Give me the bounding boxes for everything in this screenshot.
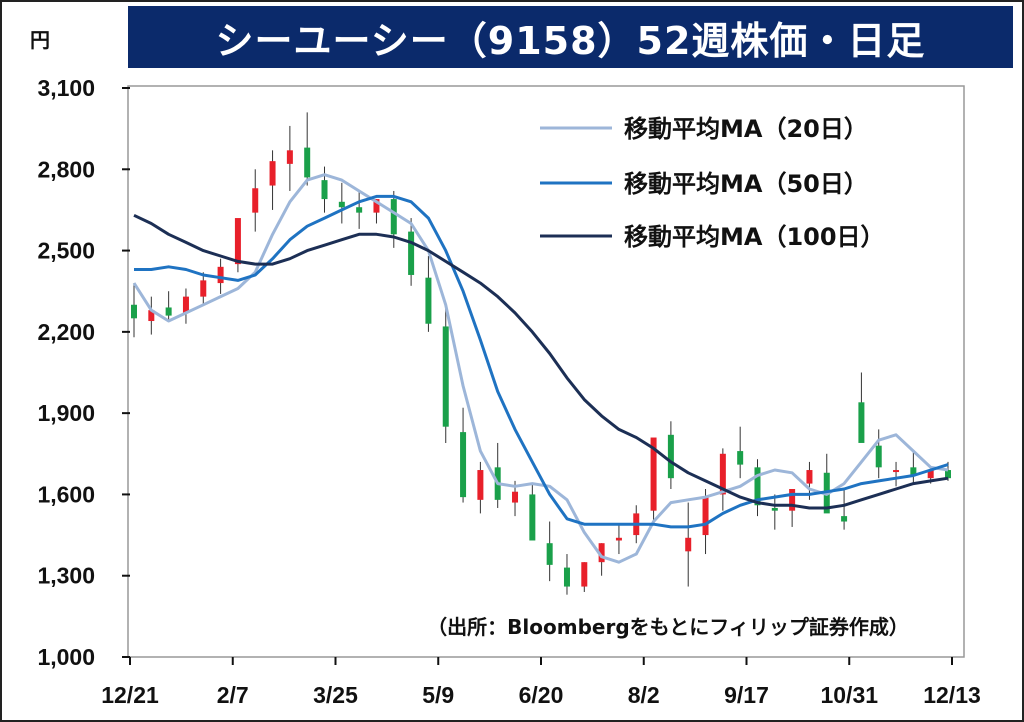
candle-body <box>200 280 207 297</box>
candle-body <box>546 543 553 565</box>
x-tick-label: 6/20 <box>519 682 564 708</box>
y-tick-label: 1,000 <box>37 644 95 670</box>
candle-body <box>390 199 397 235</box>
ma50-line <box>134 194 949 529</box>
x-tick-label: 8/2 <box>628 682 660 708</box>
candle-body <box>217 266 224 284</box>
y-tick-label: 2,200 <box>37 319 95 345</box>
candle-body <box>234 218 241 265</box>
y-tick-label: 1,600 <box>37 481 95 507</box>
candle-body <box>858 402 865 443</box>
legend-label: 移動平均MA（20日） <box>624 115 868 143</box>
candle-body <box>875 445 882 468</box>
candle-body <box>373 199 380 213</box>
candle-body <box>910 467 917 476</box>
ma100-line <box>133 213 949 510</box>
candle-body <box>425 277 432 324</box>
x-tick-label: 12/21 <box>101 682 159 708</box>
candle-body <box>771 507 778 511</box>
candle-body <box>269 161 276 186</box>
candle-body <box>477 470 484 500</box>
candle-body <box>702 497 709 536</box>
plot-area <box>127 85 965 658</box>
candle-body <box>667 434 674 479</box>
candle-body <box>806 470 813 484</box>
y-axis-unit: 円 <box>30 28 50 52</box>
candle-body <box>945 470 951 479</box>
candle-body <box>841 516 848 522</box>
candle-body <box>650 437 657 511</box>
candle-body <box>460 432 467 498</box>
candle-body <box>737 451 744 465</box>
candle-body <box>148 310 155 322</box>
candle-body <box>754 467 761 506</box>
y-tick-label: 2,500 <box>37 238 95 264</box>
candle-body <box>512 491 519 503</box>
candle-body <box>719 453 726 495</box>
y-tick-label: 2,800 <box>37 156 95 182</box>
candle-body <box>529 494 536 541</box>
chart-title: シーユーシー（9158）52週株価・日足 <box>128 6 1013 68</box>
ma20-line <box>132 173 949 564</box>
candle-body <box>563 567 570 587</box>
candle-body <box>581 562 588 587</box>
x-tick-label: 9/17 <box>724 682 769 708</box>
y-tick-label: 1,900 <box>37 400 95 426</box>
candle-body <box>182 296 189 313</box>
legend-label: 移動平均MA（50日） <box>624 170 868 198</box>
candle-body <box>131 304 137 319</box>
candle-body <box>789 489 796 511</box>
x-tick-label: 5/9 <box>422 682 454 708</box>
candle-body <box>927 470 934 479</box>
y-tick-label: 1,300 <box>37 563 95 589</box>
candle-body <box>338 201 345 208</box>
candle-body <box>356 207 363 213</box>
x-tick-label: 3/25 <box>313 682 358 708</box>
candle-body <box>408 231 415 275</box>
x-tick-label: 12/13 <box>923 682 981 708</box>
candle-body <box>252 188 259 213</box>
x-tick-label: 2/7 <box>217 682 249 708</box>
candle-body <box>615 537 622 541</box>
candle-body <box>893 470 900 473</box>
candle-body <box>286 150 293 164</box>
x-tick-label: 10/31 <box>820 682 878 708</box>
y-tick-label: 3,100 <box>37 75 95 101</box>
candle-body <box>165 307 172 316</box>
source-note: （出所：Bloombergをもとにフィリップ証券作成） <box>427 615 909 639</box>
candle-body <box>598 543 605 563</box>
candle-body <box>442 326 449 427</box>
candle-body <box>304 147 311 178</box>
legend-label: 移動平均MA（100日） <box>624 223 885 251</box>
candle-body <box>321 180 328 200</box>
candle-body <box>685 537 692 552</box>
